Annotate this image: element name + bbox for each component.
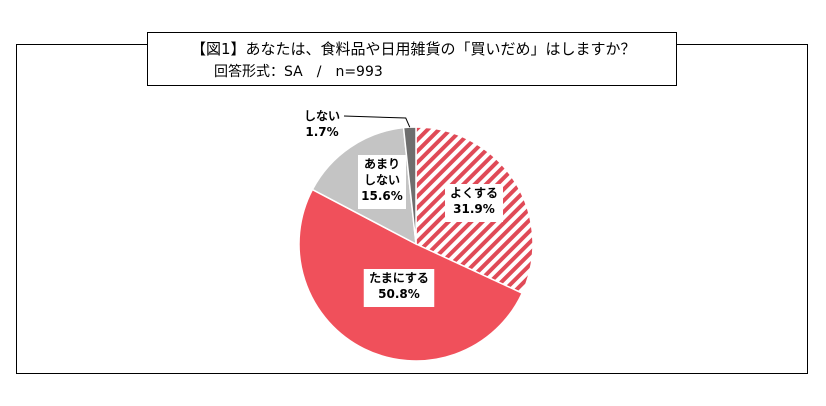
chart-title: 【図1】あなたは、食料品や日用雑貨の「買いだめ」はしますか？ bbox=[191, 40, 636, 58]
slice-value-label: 15.6% bbox=[361, 189, 403, 203]
slice-label-bg bbox=[363, 269, 435, 307]
slice-value-label: 50.8% bbox=[378, 287, 420, 301]
slice-label-2: たまにする 50.8% bbox=[363, 269, 435, 307]
chart-title-box: 【図1】あなたは、食料品や日用雑貨の「買いだめ」はしますか？ 回答形式：SA /… bbox=[147, 32, 677, 86]
slice-name-label: たまにする bbox=[369, 271, 429, 285]
chart-subtitle: 回答形式：SA / n=993 bbox=[214, 64, 383, 80]
slice-value-label: 1.7% bbox=[305, 125, 338, 139]
slice-label-1: よくする 31.9% bbox=[445, 184, 503, 222]
leader-line bbox=[343, 115, 411, 128]
slice-name-label: しない bbox=[304, 109, 340, 123]
slice-name-label: あまり bbox=[364, 157, 400, 171]
slice-label-bg bbox=[358, 155, 406, 209]
slice-name-label: しない bbox=[364, 173, 400, 187]
slice-name-label: よくする bbox=[450, 186, 498, 200]
slice-label-bg bbox=[445, 184, 503, 222]
slice-label-4: しない 1.7% bbox=[304, 109, 340, 139]
slice-value-label: 31.9% bbox=[453, 202, 495, 216]
